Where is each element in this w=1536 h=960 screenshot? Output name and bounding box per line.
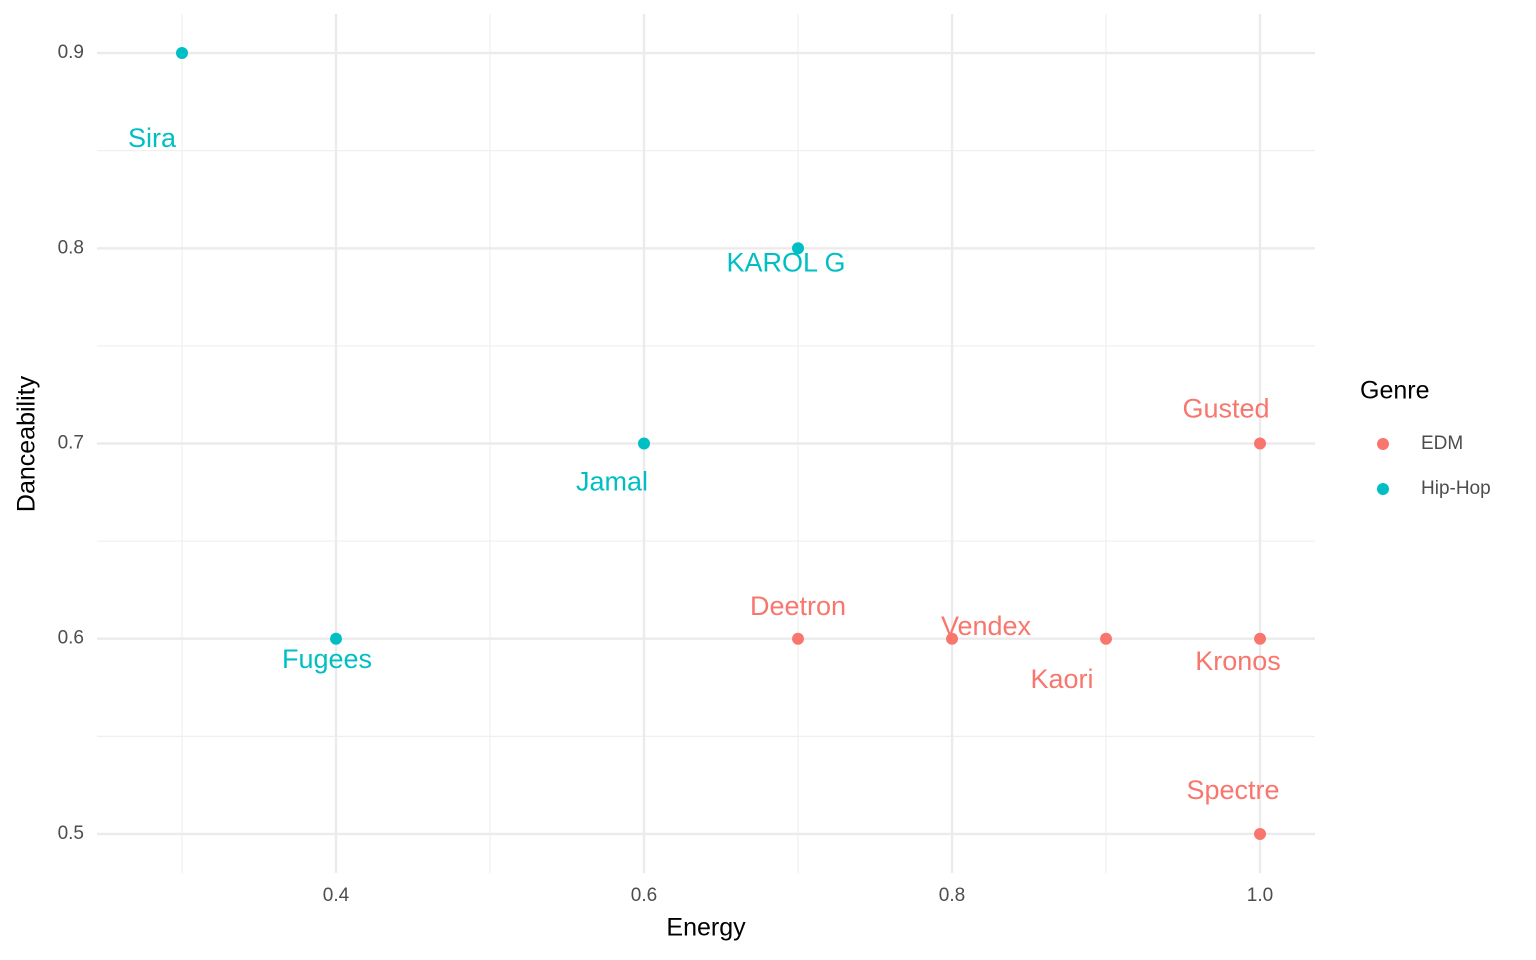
x-axis-title: Energy bbox=[666, 914, 746, 942]
point-label: Deetron bbox=[750, 591, 846, 621]
legend-swatch bbox=[1377, 438, 1389, 450]
y-axis-title: Danceability bbox=[13, 375, 41, 512]
legend-title: Genre bbox=[1360, 377, 1429, 405]
legend-label: Hip-Hop bbox=[1421, 478, 1491, 499]
point bbox=[1254, 437, 1267, 450]
point bbox=[330, 632, 343, 645]
point-label: Fugees bbox=[282, 644, 372, 674]
point bbox=[1100, 632, 1113, 645]
x-tick-label: 0.4 bbox=[323, 885, 350, 906]
point bbox=[176, 47, 189, 60]
point-label: Gusted bbox=[1182, 394, 1269, 424]
point-label: Spectre bbox=[1186, 775, 1279, 805]
point bbox=[792, 242, 805, 255]
y-tick-label: 0.7 bbox=[58, 433, 84, 454]
point bbox=[946, 632, 959, 645]
x-tick-label: 1.0 bbox=[1247, 885, 1273, 906]
point-label: Kaori bbox=[1031, 664, 1094, 694]
point bbox=[1254, 632, 1267, 645]
legend-label: EDM bbox=[1421, 433, 1463, 454]
point bbox=[1254, 827, 1267, 840]
point-label: Jamal bbox=[576, 467, 648, 497]
point-label: Sira bbox=[128, 123, 177, 153]
y-tick-label: 0.8 bbox=[58, 237, 84, 258]
point bbox=[792, 632, 805, 645]
point bbox=[638, 437, 651, 450]
x-tick-label: 0.6 bbox=[631, 885, 657, 906]
x-tick-label: 0.8 bbox=[939, 885, 965, 906]
point-label: Vendex bbox=[941, 611, 1032, 641]
point-label: KAROL G bbox=[726, 247, 845, 277]
y-tick-label: 0.6 bbox=[58, 628, 84, 649]
legend-swatch bbox=[1377, 483, 1389, 495]
point-label: Kronos bbox=[1195, 646, 1281, 676]
y-tick-label: 0.9 bbox=[58, 42, 84, 63]
y-tick-label: 0.5 bbox=[58, 823, 84, 844]
